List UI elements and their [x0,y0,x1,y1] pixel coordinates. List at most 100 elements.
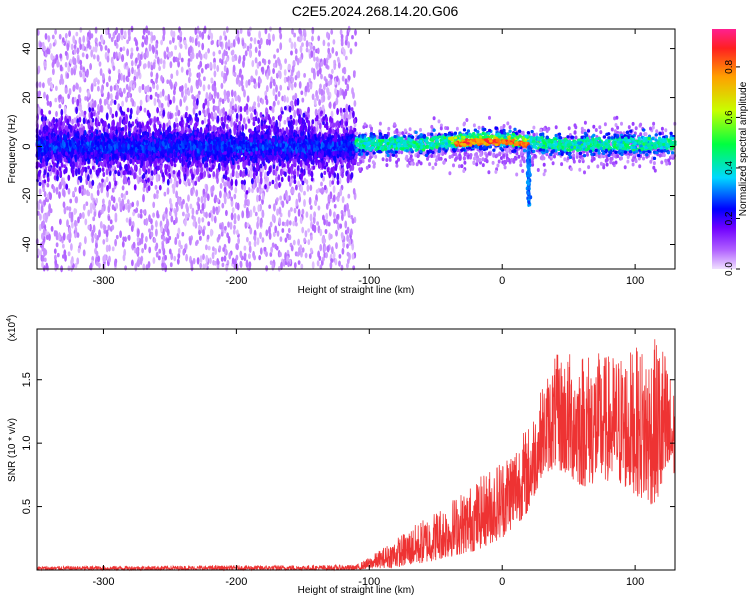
spectrogram-cell [223,187,227,192]
spectrogram-cell [203,170,207,178]
spectrogram-cell [261,58,265,64]
spectrogram-cell [278,217,282,225]
spectrogram-cell [93,211,97,217]
spectrogram-cell [336,196,340,202]
spectrogram-cell [350,107,354,112]
spectrogram-cell [180,244,183,250]
spectrogram-cell [132,211,136,217]
spectrogram-cell [112,65,116,71]
spectrogram-cell [261,237,265,243]
spectrogram-cell [321,104,325,111]
spectrogram-cell [231,55,235,63]
spectrogram-cell [72,84,76,91]
spectrogram-cell [354,29,357,36]
spectrogram-cell [278,182,281,188]
spectrogram-cell [220,82,224,89]
spectrogram-cell [213,57,216,64]
spectrogram-cell [241,171,245,178]
spectrogram-cell [322,39,326,47]
spectrogram-cell [286,233,289,239]
spectrogram-cell [69,58,73,64]
spectrogram-cell [277,90,281,98]
spectrogram-cell [172,56,176,63]
spectrogram-cell [149,94,153,100]
spectrogram-cell [139,256,143,266]
spectrogram-cell [299,35,303,42]
spectrogram-cell [203,196,207,204]
spectrogram-cell [260,66,264,73]
spectrogram-cell [191,173,195,181]
spectrogram-cell [187,60,191,68]
spectrogram-cell [184,42,188,50]
spectrogram-cell [290,41,294,50]
spectrogram-cell [79,64,83,71]
spectrogram-cell [64,254,67,262]
spectrogram-cell [203,76,206,82]
spectrogram-cell [259,176,263,185]
spectrogram-cell [64,87,68,95]
spectrogram-cell [150,64,154,71]
spectrogram-cell [258,194,261,202]
spectrogram-cell [155,220,158,228]
spectrogram-cell [208,28,212,37]
spectrogram-cell [293,207,297,214]
spectrogram-cell [103,229,107,234]
spectrogram-cell [97,255,101,263]
spectrogram-cell [170,215,174,223]
spectrogram-cell [72,161,75,170]
spectrogram-cell [182,211,185,217]
spectrogram-cell [243,89,246,98]
spectrogram-cell [177,247,181,255]
spectrogram-cell [195,52,199,60]
spectrogram-cell [223,49,227,57]
spectrogram-cell [79,158,82,164]
spectrogram-cell [88,32,92,41]
spectrogram-cell [261,209,265,218]
spectrogram-cell [38,181,42,187]
spectrogram-cell [156,116,160,122]
spectrogram-cell [54,259,58,266]
spectrogram-cell [288,37,292,43]
spectrogram-cell [43,191,47,198]
spectrogram-cell [352,91,355,100]
spectrogram-cell [274,225,278,234]
spectrogram-cell [325,57,329,65]
spectrogram-cell [283,69,287,76]
spectrogram-cell [252,205,256,213]
spectrogram-cell [283,76,287,84]
spectrogram-cell [150,231,154,238]
spectrogram-cell [223,89,227,97]
spectrogram-cell [259,247,263,255]
spectrogram-cell [353,127,357,132]
spectrogram-cell [225,41,228,50]
spectrogram-cell [333,211,336,219]
spectrogram-cell [56,174,59,182]
spectrogram-cell [78,86,82,93]
spectrogram-cell [202,263,206,270]
spectrogram-cell [158,248,162,254]
spectrogram-cell [293,179,297,184]
spectrogram-cell [288,105,292,113]
spectrogram-cell [148,228,151,233]
spectrogram-cell [223,65,227,72]
spectrogram-cell [272,68,275,74]
spectrogram-cell [190,260,194,269]
spectrogram-cell [135,39,138,47]
spectrogram-cell [73,68,76,76]
spectrogram-cell [243,179,247,186]
spectrogram-cell [55,85,58,91]
spectrogram-cell [327,221,331,227]
spectrogram-cell [274,243,278,250]
spectrogram-cell [152,257,156,264]
spectrogram-cell [300,90,304,96]
spectrogram-cell [114,169,117,175]
spectrogram-cell [233,193,237,200]
spectrogram-cell [329,234,333,239]
spectrogram-cell [237,105,241,114]
spectrogram-cell [175,190,179,199]
spectrogram-cell [209,61,213,69]
spectrogram-cell [269,260,273,265]
spectrogram-cell [77,167,81,175]
spectrogram-cell [175,201,179,208]
spectrogram-cell [212,171,216,178]
